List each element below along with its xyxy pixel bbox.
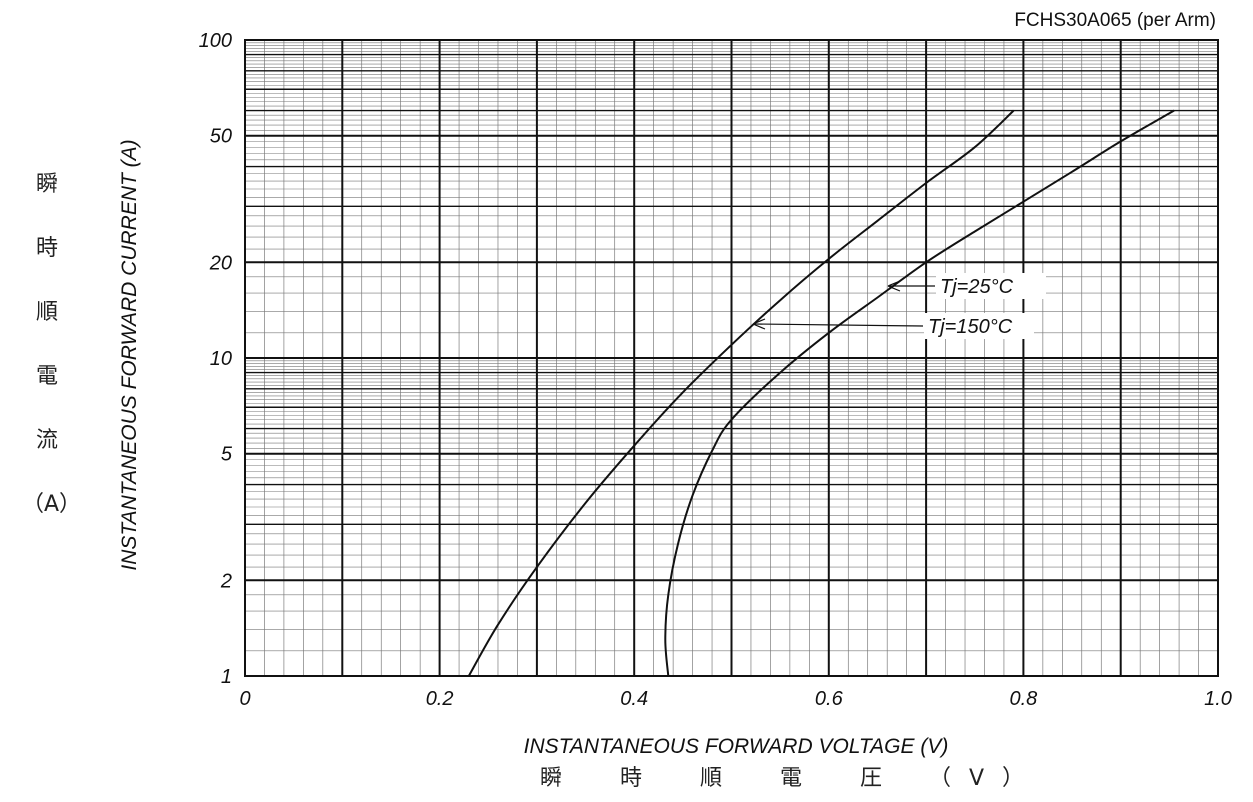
series-line bbox=[467, 109, 1015, 677]
y-axis-label-jp-char: 瞬 bbox=[35, 172, 58, 197]
y-tick-label: 5 bbox=[221, 444, 233, 466]
y-axis-label-jp-char: 順 bbox=[35, 300, 58, 325]
annotation-bg bbox=[936, 273, 1046, 299]
major-grid bbox=[244, 39, 1219, 677]
y-axis-label-jp: 瞬 時 順 電 流 （A） bbox=[22, 170, 82, 554]
y-axis-label-jp-char: （A） bbox=[22, 492, 82, 517]
y-axis-label-jp-char: 時 bbox=[35, 236, 58, 261]
x-tick-label: 0.2 bbox=[426, 688, 454, 710]
y-tick-label: 50 bbox=[210, 126, 232, 148]
series-layer bbox=[467, 109, 1175, 677]
y-tick-label: 2 bbox=[220, 570, 232, 592]
plot-frame bbox=[244, 39, 1219, 677]
annotation-label: Tj=25°C bbox=[940, 276, 1014, 298]
series-line bbox=[664, 109, 1175, 677]
annotation-arrowhead bbox=[887, 280, 901, 292]
chart-title: FCHS30A065 (per Arm) bbox=[1014, 10, 1216, 31]
x-axis-label: INSTANTANEOUS FORWARD VOLTAGE (V) bbox=[524, 735, 949, 758]
y-tick-label: 100 bbox=[199, 30, 232, 52]
annotation-arrowhead bbox=[752, 318, 766, 330]
annotation-layer: Tj=25°C Tj=150°C bbox=[752, 273, 1046, 339]
annotation-label: Tj=150°C bbox=[928, 316, 1013, 338]
y-axis-label-jp-char: 電 bbox=[35, 364, 58, 389]
y-tick-label: 10 bbox=[210, 348, 232, 370]
y-axis-label-jp-char: 流 bbox=[35, 428, 58, 453]
y-axis-label: INSTANTANEOUS FORWARD CURRENT (A) bbox=[118, 139, 141, 570]
annotation-bg bbox=[924, 313, 1034, 339]
y-tick-label: 20 bbox=[209, 252, 232, 274]
x-tick-label: 0 bbox=[239, 688, 250, 710]
x-tick-label: 0.8 bbox=[1009, 688, 1037, 710]
x-axis-label-jp: 瞬 時 順 電 圧 （V） bbox=[540, 766, 1043, 791]
y-tick-labels: 1 2 5 10 20 50 100 bbox=[199, 30, 233, 688]
x-tick-labels: 0 0.2 0.4 0.6 0.8 1.0 bbox=[239, 688, 1231, 710]
x-tick-label: 0.6 bbox=[815, 688, 844, 710]
x-tick-label: 1.0 bbox=[1204, 688, 1232, 710]
y-tick-label: 1 bbox=[221, 666, 232, 688]
x-tick-label: 0.4 bbox=[620, 688, 648, 710]
annotation-leader bbox=[754, 323, 924, 327]
